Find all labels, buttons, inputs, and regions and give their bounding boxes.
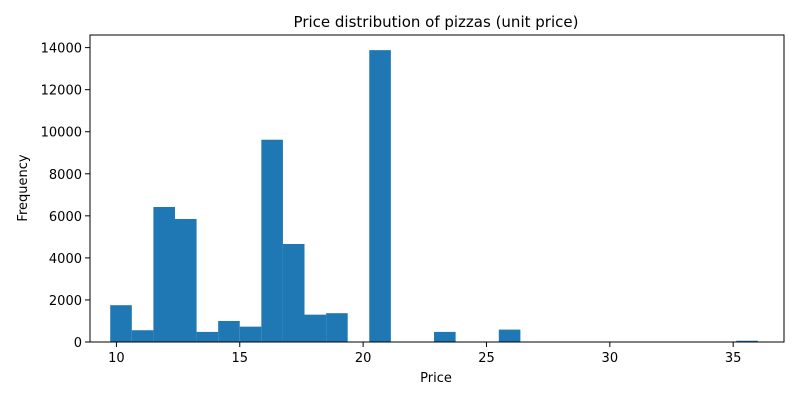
x-tick-label: 30 [602, 351, 619, 366]
histogram-bar-11 [369, 50, 391, 343]
histogram-bar-9 [304, 314, 327, 342]
y-axis: 0 2000 4000 6000 8000 10000 12000 14000 [41, 42, 90, 351]
histogram-bar-13 [498, 329, 521, 342]
x-tick-label: 10 [108, 351, 125, 366]
x-tick-label: 35 [725, 351, 742, 366]
x-axis-label: Price [420, 371, 452, 386]
histogram-bar-7 [261, 139, 283, 342]
histogram-bar-3 [174, 218, 197, 342]
histogram-bar-2 [153, 207, 175, 342]
histogram-bar-0 [110, 305, 132, 342]
x-tick-label: 15 [231, 351, 248, 366]
histogram-bar-14 [736, 340, 758, 342]
histogram-bar-12 [434, 331, 456, 342]
histogram-bar-10 [326, 313, 348, 342]
x-axis: 10 15 20 25 30 35 [108, 342, 741, 366]
plot-frame [89, 34, 785, 343]
y-tick-label: 2000 [49, 294, 82, 309]
histogram-bar-5 [218, 320, 240, 342]
x-tick-label: 25 [478, 351, 495, 366]
histogram-bar-6 [239, 326, 262, 342]
y-tick-label: 4000 [49, 252, 82, 267]
y-tick-label: 12000 [41, 84, 82, 99]
y-tick-label: 8000 [49, 168, 82, 183]
y-tick-label: 6000 [49, 210, 82, 225]
y-axis-label: Frequency [16, 154, 31, 221]
x-tick-label: 20 [355, 351, 372, 366]
y-tick-label: 10000 [41, 126, 82, 141]
histogram-bar-8 [282, 244, 305, 342]
chart-title: Price distribution of pizzas (unit price… [294, 13, 579, 31]
histogram-bar-1 [131, 330, 154, 342]
y-tick-label: 14000 [41, 42, 82, 57]
bars-group [110, 50, 758, 343]
y-tick-label: 0 [74, 336, 82, 351]
histogram-bar-4 [196, 331, 219, 342]
